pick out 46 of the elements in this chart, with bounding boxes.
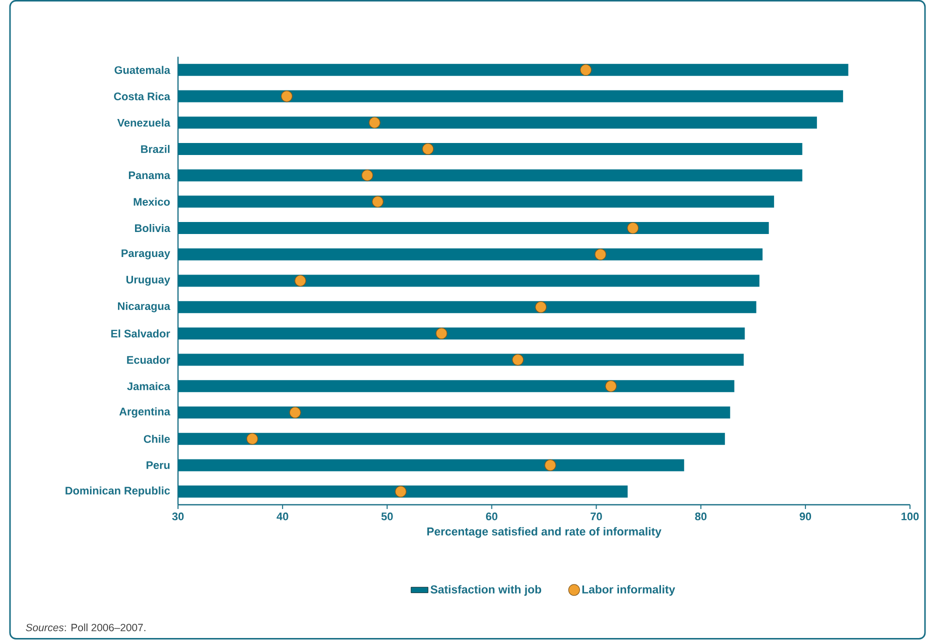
point — [394, 486, 407, 498]
y-tick-label: Paraguay — [122, 250, 170, 260]
point — [605, 380, 617, 392]
x-tick-label: 100 — [902, 512, 919, 520]
point — [580, 64, 592, 76]
point — [512, 354, 524, 366]
y-tick-label: Dominican Republic — [66, 486, 170, 497]
point — [372, 196, 384, 208]
point — [289, 406, 301, 418]
x-axis-title: Percentage satisfied and rate of informality — [427, 527, 662, 538]
point — [422, 143, 434, 155]
x-tick-label: 80 — [695, 512, 706, 520]
point — [544, 460, 556, 472]
point — [436, 328, 448, 340]
point — [627, 222, 639, 234]
x-tick-label: 50 — [381, 512, 393, 520]
y-tick-label: Panama — [128, 172, 170, 180]
legend-label: Labor informality — [582, 585, 676, 596]
point — [361, 170, 374, 182]
y-tick-label: Mexico — [134, 198, 170, 206]
point — [594, 248, 606, 260]
y-tick-label: Ecuador — [127, 356, 170, 364]
x-tick-label: 90 — [800, 512, 812, 520]
y-tick-label: Argentina — [119, 408, 170, 418]
x-tick-label: 60 — [486, 512, 498, 520]
y-tick-label: Venezuela — [117, 118, 170, 127]
y-tick-label: Nicaragua — [118, 302, 170, 312]
point — [280, 90, 293, 102]
y-tick-label: Bolivia — [135, 224, 170, 232]
point — [246, 433, 258, 445]
y-tick-label: Costa Rica — [114, 92, 170, 100]
x-tick-label: 70 — [590, 512, 602, 520]
text: Sources: Poll 2006–2007. — [26, 624, 146, 632]
point — [535, 301, 547, 314]
y-tick-label: Guatemala — [114, 66, 170, 74]
y-tick-label: El Salvador — [111, 330, 170, 338]
x-tick-label: 40 — [276, 512, 288, 520]
y-tick-label: Brazil — [141, 145, 170, 154]
legend-label: Satisfaction with job — [430, 585, 542, 596]
x-tick-label: 30 — [172, 512, 184, 520]
point — [368, 116, 380, 129]
y-tick-label: Uruguay — [126, 276, 170, 286]
y-tick-label: Peru — [146, 462, 170, 470]
y-tick-label: Jamaica — [127, 382, 170, 390]
point — [294, 275, 306, 287]
y-tick-label: Chile — [144, 434, 170, 444]
